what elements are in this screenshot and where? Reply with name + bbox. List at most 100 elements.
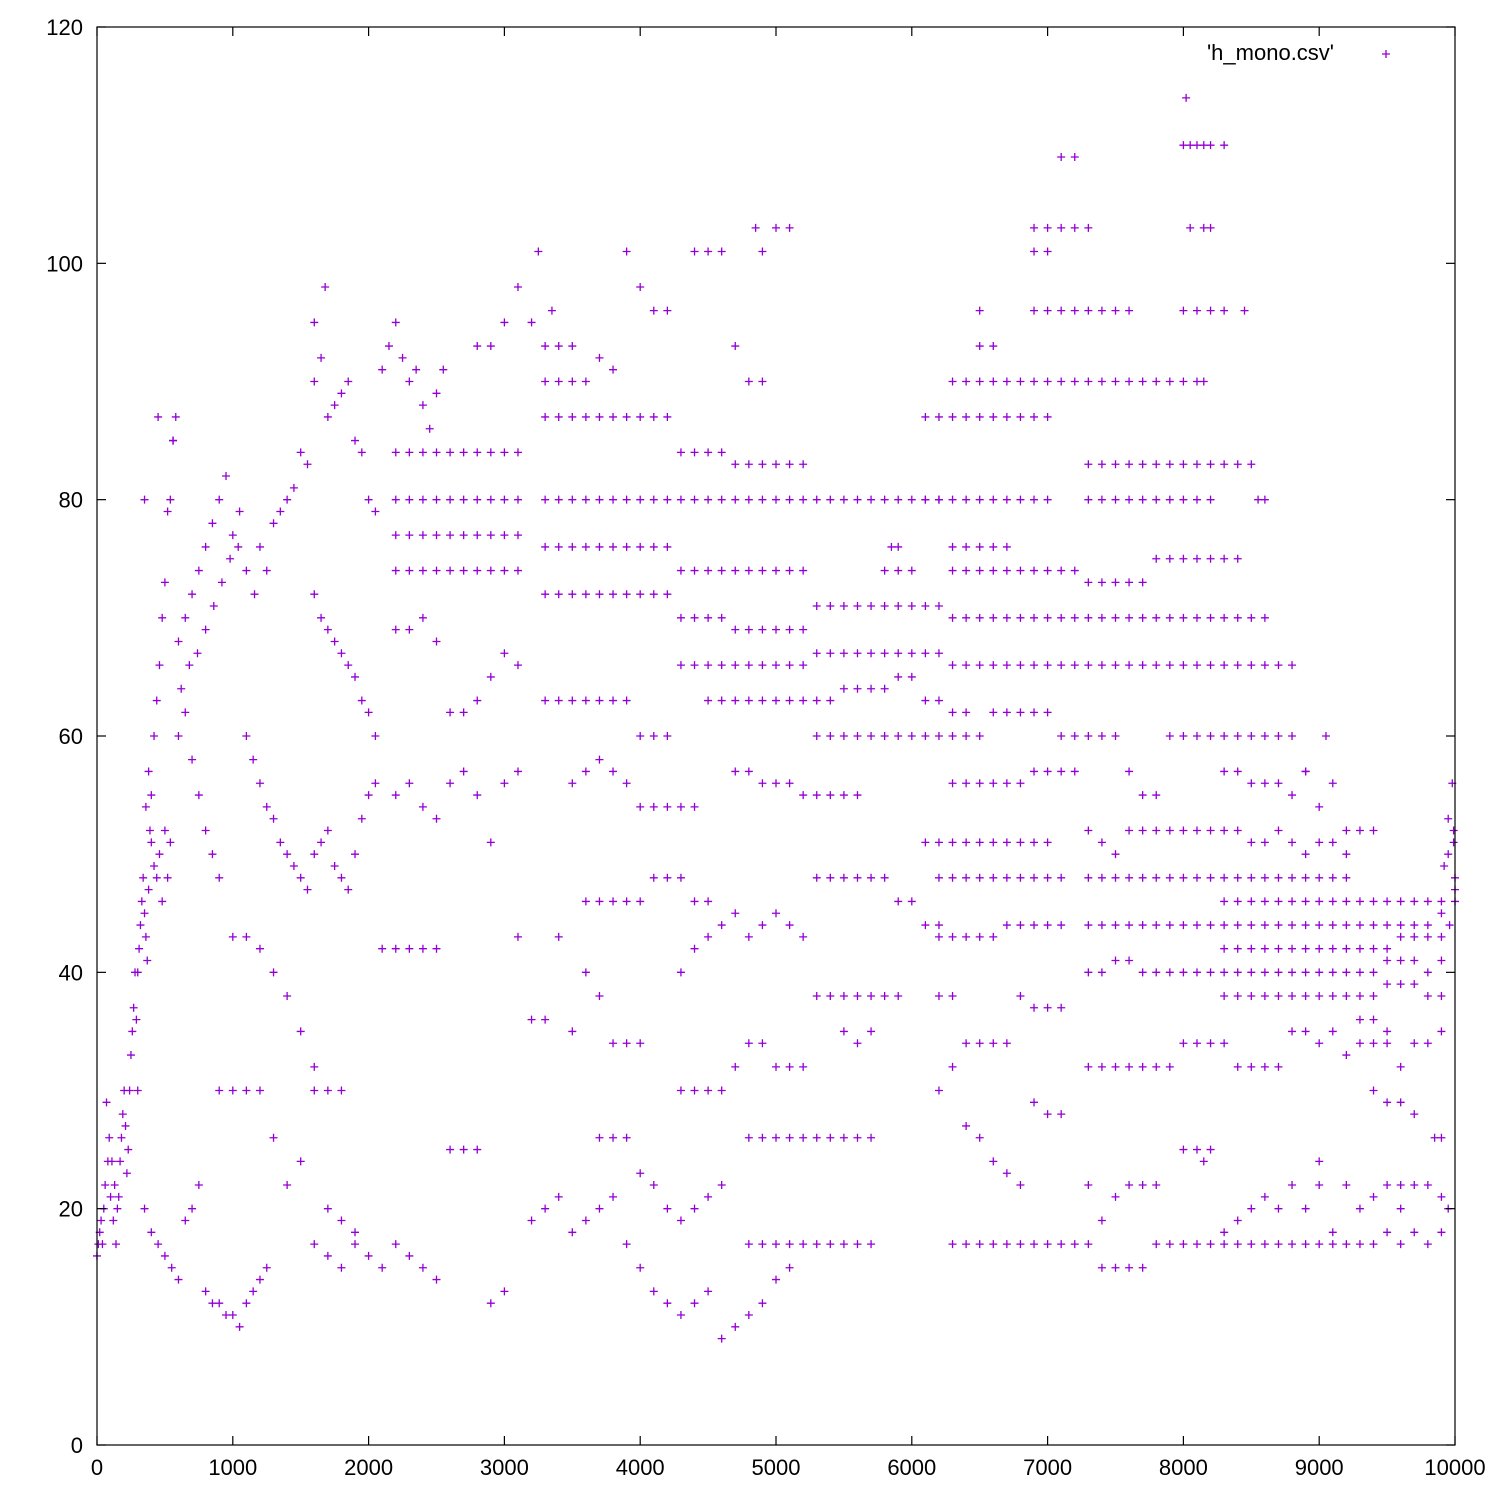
data-point — [1179, 613, 1188, 622]
data-point — [1247, 944, 1256, 953]
data-point — [446, 779, 455, 788]
data-point — [154, 1240, 163, 1249]
data-point — [144, 885, 153, 894]
data-point — [690, 661, 699, 670]
data-point — [432, 531, 441, 540]
data-point — [1043, 566, 1052, 575]
data-point — [1220, 944, 1229, 953]
data-point — [568, 342, 577, 351]
data-point — [717, 495, 726, 504]
data-point — [962, 542, 971, 551]
data-point — [989, 495, 998, 504]
data-point — [391, 448, 400, 457]
data-point — [418, 448, 427, 457]
data-point — [337, 389, 346, 398]
data-point — [1206, 141, 1215, 150]
data-point — [1002, 779, 1011, 788]
data-point — [405, 495, 414, 504]
data-point — [1111, 495, 1120, 504]
data-point — [1111, 460, 1120, 469]
axis-ticks — [96, 26, 1456, 1446]
data-point — [1288, 661, 1297, 670]
data-point — [129, 1003, 138, 1012]
data-point — [126, 1051, 135, 1060]
data-point — [948, 566, 957, 575]
data-point — [554, 932, 563, 941]
data-point — [391, 531, 400, 540]
data-point — [690, 566, 699, 575]
data-point — [1084, 1062, 1093, 1071]
data-point — [595, 897, 604, 906]
data-point — [283, 495, 292, 504]
data-point — [1097, 495, 1106, 504]
data-point — [1220, 921, 1229, 930]
data-point — [1423, 1240, 1432, 1249]
data-point — [934, 602, 943, 611]
data-point — [234, 542, 243, 551]
data-point — [500, 779, 509, 788]
y-tick-label: 0 — [71, 1433, 83, 1458]
data-point — [1342, 873, 1351, 882]
data-point — [812, 649, 821, 658]
data-point — [185, 661, 194, 670]
data-point — [1247, 838, 1256, 847]
data-point — [1260, 944, 1269, 953]
data-point — [812, 791, 821, 800]
data-point — [262, 1263, 271, 1272]
data-point — [799, 1240, 808, 1249]
data-point — [609, 365, 618, 374]
data-point — [174, 732, 183, 740]
data-point — [118, 1110, 127, 1119]
data-point — [894, 495, 903, 504]
data-point — [188, 1204, 197, 1213]
data-point — [1070, 377, 1079, 386]
data-point — [731, 566, 740, 575]
data-points — [93, 93, 1459, 1343]
data-point — [1206, 732, 1215, 740]
data-point — [1233, 767, 1242, 776]
data-point — [717, 1086, 726, 1095]
data-point — [412, 365, 421, 374]
data-point — [1247, 873, 1256, 882]
data-point — [609, 1133, 618, 1142]
data-point — [1016, 838, 1025, 847]
data-point — [1030, 1098, 1039, 1107]
data-point — [1233, 554, 1242, 563]
data-point — [1206, 554, 1215, 563]
data-point — [622, 779, 631, 788]
data-point — [609, 542, 618, 551]
data-point — [663, 412, 672, 421]
data-point — [1437, 897, 1446, 906]
data-point — [364, 708, 373, 717]
data-point — [894, 991, 903, 1000]
data-point — [500, 448, 509, 457]
data-point — [166, 495, 175, 504]
data-point — [663, 1299, 672, 1308]
data-point — [1383, 1181, 1392, 1190]
data-point — [446, 531, 455, 540]
data-point — [1138, 921, 1147, 930]
data-point — [554, 542, 563, 551]
data-point — [1342, 1240, 1351, 1249]
data-point — [880, 566, 889, 575]
data-point — [1043, 247, 1052, 256]
data-point — [663, 732, 672, 740]
data-point — [1274, 1240, 1283, 1249]
data-point — [1192, 141, 1201, 150]
data-point — [812, 696, 821, 705]
data-point — [1111, 661, 1120, 670]
data-point — [581, 1216, 590, 1225]
data-point — [1070, 1240, 1079, 1249]
data-point — [962, 613, 971, 622]
data-point — [595, 495, 604, 504]
data-point — [704, 932, 713, 941]
data-point — [1233, 873, 1242, 882]
data-point — [1084, 377, 1093, 386]
data-point — [1199, 223, 1208, 232]
data-point — [962, 412, 971, 421]
data-point — [1220, 732, 1229, 740]
data-point — [1084, 460, 1093, 469]
data-point — [1220, 306, 1229, 315]
data-point — [989, 708, 998, 717]
data-point — [1260, 661, 1269, 670]
